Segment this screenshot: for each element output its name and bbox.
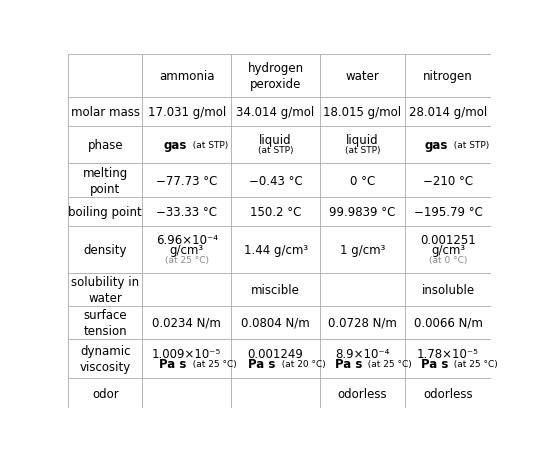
Text: 34.014 g/mol: 34.014 g/mol (236, 106, 314, 119)
Text: 0.0234 N/m: 0.0234 N/m (152, 316, 221, 329)
Text: 0.0804 N/m: 0.0804 N/m (241, 316, 310, 329)
Text: (at STP): (at STP) (345, 146, 380, 155)
Text: 18.015 g/mol: 18.015 g/mol (323, 106, 401, 119)
Text: 1.44 g/cm³: 1.44 g/cm³ (244, 244, 307, 257)
Text: solubility in
water: solubility in water (71, 275, 139, 304)
Text: (at STP): (at STP) (448, 140, 489, 150)
Text: 17.031 g/mol: 17.031 g/mol (147, 106, 226, 119)
Text: hydrogen
peroxide: hydrogen peroxide (247, 62, 304, 91)
Text: −210 °C: −210 °C (423, 174, 473, 187)
Text: odorless: odorless (423, 387, 473, 400)
Text: melting
point: melting point (82, 166, 128, 195)
Text: miscible: miscible (251, 283, 300, 297)
Text: 1.009×10⁻⁵: 1.009×10⁻⁵ (152, 347, 221, 360)
Text: nitrogen: nitrogen (423, 70, 473, 83)
Text: 0.0728 N/m: 0.0728 N/m (328, 316, 397, 329)
Text: water: water (346, 70, 379, 83)
Text: phase: phase (87, 139, 123, 151)
Text: boiling point: boiling point (68, 206, 142, 219)
Text: −195.79 °C: −195.79 °C (413, 206, 483, 219)
Text: gas: gas (425, 139, 448, 151)
Text: liquid: liquid (259, 134, 292, 146)
Text: odor: odor (92, 387, 118, 400)
Text: odorless: odorless (337, 387, 387, 400)
Text: Pa s: Pa s (420, 357, 448, 370)
Text: liquid: liquid (346, 134, 379, 146)
Text: (at 25 °C): (at 25 °C) (187, 359, 236, 368)
Text: 0.0066 N/m: 0.0066 N/m (413, 316, 483, 329)
Text: 99.9839 °C: 99.9839 °C (329, 206, 395, 219)
Text: 8.9×10⁻⁴: 8.9×10⁻⁴ (335, 347, 389, 360)
Text: Pa s: Pa s (248, 357, 276, 370)
Text: (at STP): (at STP) (258, 146, 293, 155)
Text: 0 °C: 0 °C (350, 174, 375, 187)
Text: dynamic
viscosity: dynamic viscosity (80, 344, 131, 373)
Text: (at 20 °C): (at 20 °C) (276, 359, 325, 368)
Text: 1.78×10⁻⁵: 1.78×10⁻⁵ (417, 347, 479, 360)
Text: −33.33 °C: −33.33 °C (156, 206, 217, 219)
Text: 28.014 g/mol: 28.014 g/mol (409, 106, 487, 119)
Text: 0.001251: 0.001251 (420, 234, 476, 246)
Text: g/cm³: g/cm³ (431, 244, 465, 257)
Text: Pa s: Pa s (159, 357, 187, 370)
Text: gas: gas (163, 139, 187, 151)
Text: Pa s: Pa s (335, 357, 363, 370)
Text: ammonia: ammonia (159, 70, 215, 83)
Text: (at 25 °C): (at 25 °C) (165, 256, 209, 264)
Text: (at 0 °C): (at 0 °C) (429, 256, 467, 264)
Text: 1 g/cm³: 1 g/cm³ (340, 244, 385, 257)
Text: density: density (84, 244, 127, 257)
Text: molar mass: molar mass (71, 106, 140, 119)
Text: (at 25 °C): (at 25 °C) (448, 359, 498, 368)
Text: 150.2 °C: 150.2 °C (250, 206, 301, 219)
Text: (at 25 °C): (at 25 °C) (363, 359, 412, 368)
Text: 0.001249: 0.001249 (248, 347, 304, 360)
Text: insoluble: insoluble (422, 283, 474, 297)
Text: surface
tension: surface tension (84, 308, 127, 337)
Text: −77.73 °C: −77.73 °C (156, 174, 217, 187)
Text: −0.43 °C: −0.43 °C (249, 174, 302, 187)
Text: 6.96×10⁻⁴: 6.96×10⁻⁴ (156, 234, 218, 246)
Text: g/cm³: g/cm³ (170, 244, 204, 257)
Text: (at STP): (at STP) (187, 140, 228, 150)
